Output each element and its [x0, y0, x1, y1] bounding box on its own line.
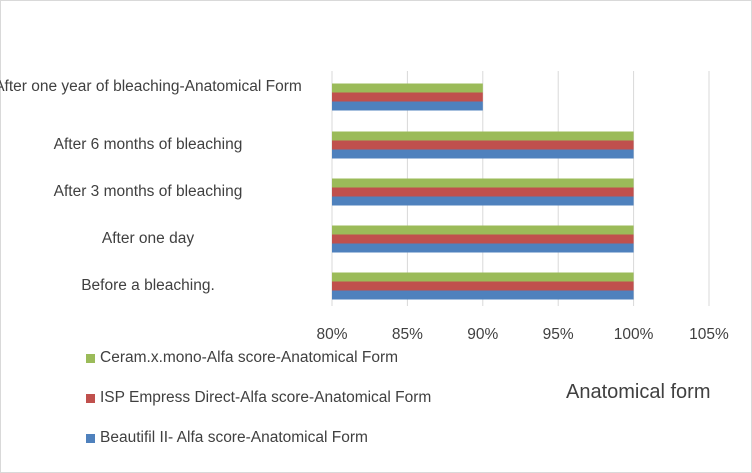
legend-swatch	[86, 433, 95, 443]
bar	[332, 187, 634, 197]
category-label: After 6 months of bleaching	[53, 136, 243, 153]
bar	[332, 140, 634, 150]
category-label: Before a bleaching.	[81, 277, 215, 294]
category-label: After one year of bleaching-Anatomical F…	[0, 78, 302, 95]
legend-item: ISP Empress Direct-Alfa score-Anatomical…	[86, 388, 431, 408]
legend-item: Ceram.x.mono-Alfa score-Anatomical Form	[86, 348, 398, 368]
legend-swatch	[86, 393, 95, 403]
bar	[332, 178, 634, 188]
bar	[332, 281, 634, 291]
legend-swatch	[86, 353, 95, 363]
bar	[332, 272, 634, 282]
category-label: After 3 months of bleaching	[53, 183, 243, 200]
bar	[332, 243, 634, 253]
bar	[332, 234, 634, 244]
x-tick-label: 95%	[543, 326, 574, 343]
bar	[332, 225, 634, 235]
bar	[332, 149, 634, 159]
bar	[332, 196, 634, 206]
category-label: After one day	[101, 230, 195, 247]
x-tick-label: 105%	[689, 326, 729, 343]
legend-item: Beautifil II- Alfa score-Anatomical Form	[86, 428, 368, 448]
legend-label: Beautifil II- Alfa score-Anatomical Form	[100, 429, 368, 446]
legend-label: ISP Empress Direct-Alfa score-Anatomical…	[100, 389, 432, 406]
bar	[332, 290, 634, 300]
bar	[332, 101, 483, 111]
x-tick-label: 85%	[392, 326, 423, 343]
x-tick-label: 90%	[467, 326, 498, 343]
bar	[332, 131, 634, 141]
bar	[332, 92, 483, 102]
chart-title: Anatomical form	[566, 381, 711, 403]
x-tick-label: 100%	[614, 326, 654, 343]
legend-label: Ceram.x.mono-Alfa score-Anatomical Form	[100, 349, 399, 366]
x-tick-label: 80%	[316, 326, 347, 343]
bar	[332, 83, 483, 93]
